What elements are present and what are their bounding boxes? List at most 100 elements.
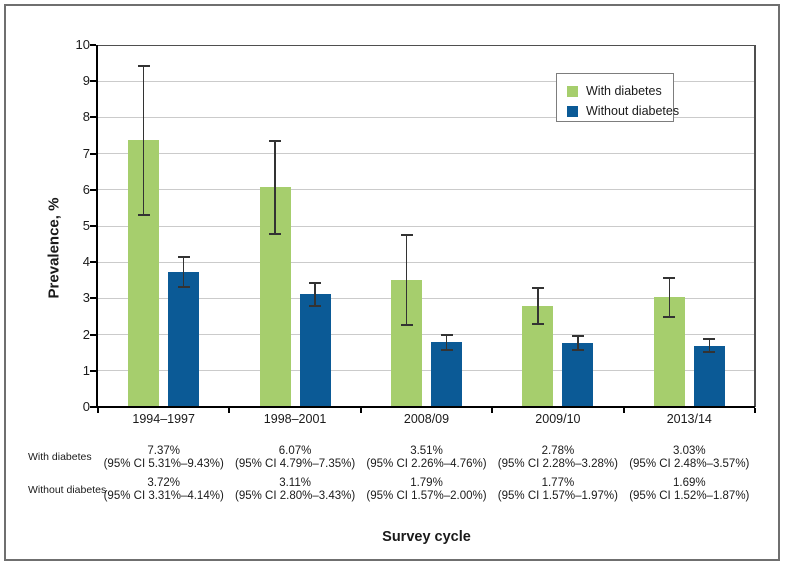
x-tick-label-2008-09: 2008/09 [403, 412, 450, 426]
error-bar-cap-bottom [663, 316, 676, 319]
table-cell-without-diabetes-2013-14: 1.69% (95% CI 1.52%–1.87%) [601, 477, 777, 502]
x-axis-line [96, 406, 755, 408]
error-bar-cap-top [531, 287, 544, 290]
table-cell-ci: (95% CI 5.31%–9.43%) [103, 457, 224, 470]
table-cell-with-diabetes-2013-14: 3.03% (95% CI 2.48%–3.57%) [601, 445, 777, 470]
table-cell-value: 1.77% [541, 477, 575, 489]
error-bar-cap-top [571, 334, 584, 337]
table-cell-value: 7.37% [147, 445, 180, 457]
gridline [98, 189, 755, 191]
table-cell-with-diabetes-2008-09: 3.51% (95% CI 2.26%–4.76%) [339, 445, 515, 470]
table-cell-value: 3.51% [410, 445, 443, 457]
error-bar-cap-bottom [440, 349, 453, 352]
error-bar-line [577, 335, 579, 351]
error-bar-line [142, 65, 145, 215]
table-cell-value: 6.07% [278, 445, 312, 457]
error-bar-line [668, 277, 671, 318]
table-cell-value: 3.72% [147, 477, 180, 489]
gridline [98, 370, 755, 372]
error-bar-cap-top [400, 233, 413, 236]
x-axis-tick [491, 408, 494, 413]
y-axis-line [96, 45, 98, 408]
error-bar-line [314, 282, 316, 306]
gridline [98, 80, 755, 82]
table-cell-with-diabetes-1994-1997: 7.37% (95% CI 5.31%–9.43%) [76, 445, 252, 470]
error-bar-line [708, 339, 711, 352]
y-axis-tick [90, 152, 96, 155]
error-bar-line [182, 257, 185, 288]
error-bar-cap-bottom [177, 286, 190, 289]
gridline [98, 153, 755, 155]
error-bar-line [537, 288, 539, 325]
y-tick-label: 0 [82, 399, 90, 414]
table-cell-without-diabetes-1998-2001: 3.11% (95% CI 2.80%–3.43%) [207, 477, 383, 502]
bar-without-diabetes-2013-14 [693, 345, 725, 406]
gridline [98, 297, 755, 299]
table-cell-without-diabetes-2008-09: 1.79% (95% CI 1.57%–2.00%) [339, 477, 515, 502]
error-bar-cap-top [269, 139, 282, 142]
x-tick-label-2009-10: 2009/10 [535, 412, 581, 426]
y-tick-label: 2 [82, 326, 90, 342]
legend-label: With diabetes [586, 84, 662, 98]
legend: With diabetes Without diabetes [556, 73, 679, 122]
x-axis-tick [622, 408, 625, 413]
y-axis-tick [90, 297, 96, 300]
y-axis-tick [90, 406, 96, 408]
legend-swatch-icon [567, 85, 578, 97]
y-axis-title: Prevalence, % [45, 197, 63, 299]
table-cell-ci: (95% CI 2.26%–4.76%) [366, 457, 487, 470]
x-axis-tick [754, 408, 756, 413]
error-bar-cap-bottom [531, 323, 544, 326]
y-axis-tick [90, 261, 96, 264]
error-bar-cap-top [309, 281, 322, 284]
y-axis-tick [90, 369, 96, 372]
error-bar-line [274, 140, 276, 234]
table-row-label-with-diabetes: With diabetes [28, 451, 92, 463]
x-axis-tick [359, 408, 362, 413]
table-cell-ci: (95% CI 1.57%–2.00%) [366, 489, 487, 502]
y-tick-label: 1 [82, 362, 90, 378]
table-cell-ci: (95% CI 2.28%–3.28%) [497, 457, 618, 470]
table-cell-without-diabetes-1994-1997: 3.72% (95% CI 3.31%–4.14%) [76, 477, 252, 502]
legend-label: Without diabetes [586, 104, 680, 118]
y-tick-label: 7 [82, 145, 90, 161]
bar-without-diabetes-2009-10 [562, 342, 594, 406]
error-bar-cap-bottom [137, 213, 150, 216]
x-tick-label-2013-14: 2013/14 [666, 412, 712, 426]
gridline [98, 225, 755, 227]
x-axis-title: Survey cycle [382, 529, 471, 545]
table-row-label-without-diabetes: Without diabetes [28, 484, 107, 496]
y-tick-label: 4 [82, 254, 90, 270]
x-axis-tick [97, 408, 99, 413]
y-tick-label: 6 [82, 181, 90, 197]
table-cell-ci: (95% CI 4.79%–7.35%) [235, 457, 356, 470]
table-cell-value: 2.78% [541, 445, 575, 457]
error-bar-cap-top [440, 333, 453, 336]
error-bar-cap-top [663, 276, 676, 279]
y-axis-tick [90, 333, 96, 336]
y-axis-tick [90, 188, 96, 191]
y-axis-tick [90, 44, 96, 46]
x-tick-label-1994-1997: 1994–1997 [132, 412, 195, 426]
plot-border-top [98, 45, 755, 46]
gridline [98, 334, 755, 336]
table-cell-ci: (95% CI 3.31%–4.14%) [103, 489, 224, 502]
error-bar-line [405, 234, 408, 326]
table-cell-with-diabetes-2009-10: 2.78% (95% CI 2.28%–3.28%) [470, 445, 646, 470]
table-cell-value: 3.11% [279, 477, 311, 489]
error-bar-cap-bottom [400, 324, 413, 327]
legend-item-with-diabetes: With diabetes [567, 81, 673, 101]
error-bar-line [445, 334, 448, 351]
table-cell-ci: (95% CI 1.57%–1.97%) [497, 489, 618, 502]
table-cell-without-diabetes-2009-10: 1.77% (95% CI 1.57%–1.97%) [470, 477, 646, 502]
table-cell-value: 1.69% [672, 477, 706, 489]
error-bar-cap-top [177, 256, 190, 259]
table-cell-ci: (95% CI 2.80%–3.43%) [235, 489, 356, 502]
gridline [98, 116, 755, 118]
bar-without-diabetes-1998-2001 [299, 294, 331, 406]
table-cell-value: 1.79% [410, 477, 443, 489]
table-cell-ci: (95% CI 1.52%–1.87%) [629, 489, 750, 502]
error-bar-cap-bottom [269, 232, 282, 235]
table-cell-value: 3.03% [672, 445, 706, 457]
